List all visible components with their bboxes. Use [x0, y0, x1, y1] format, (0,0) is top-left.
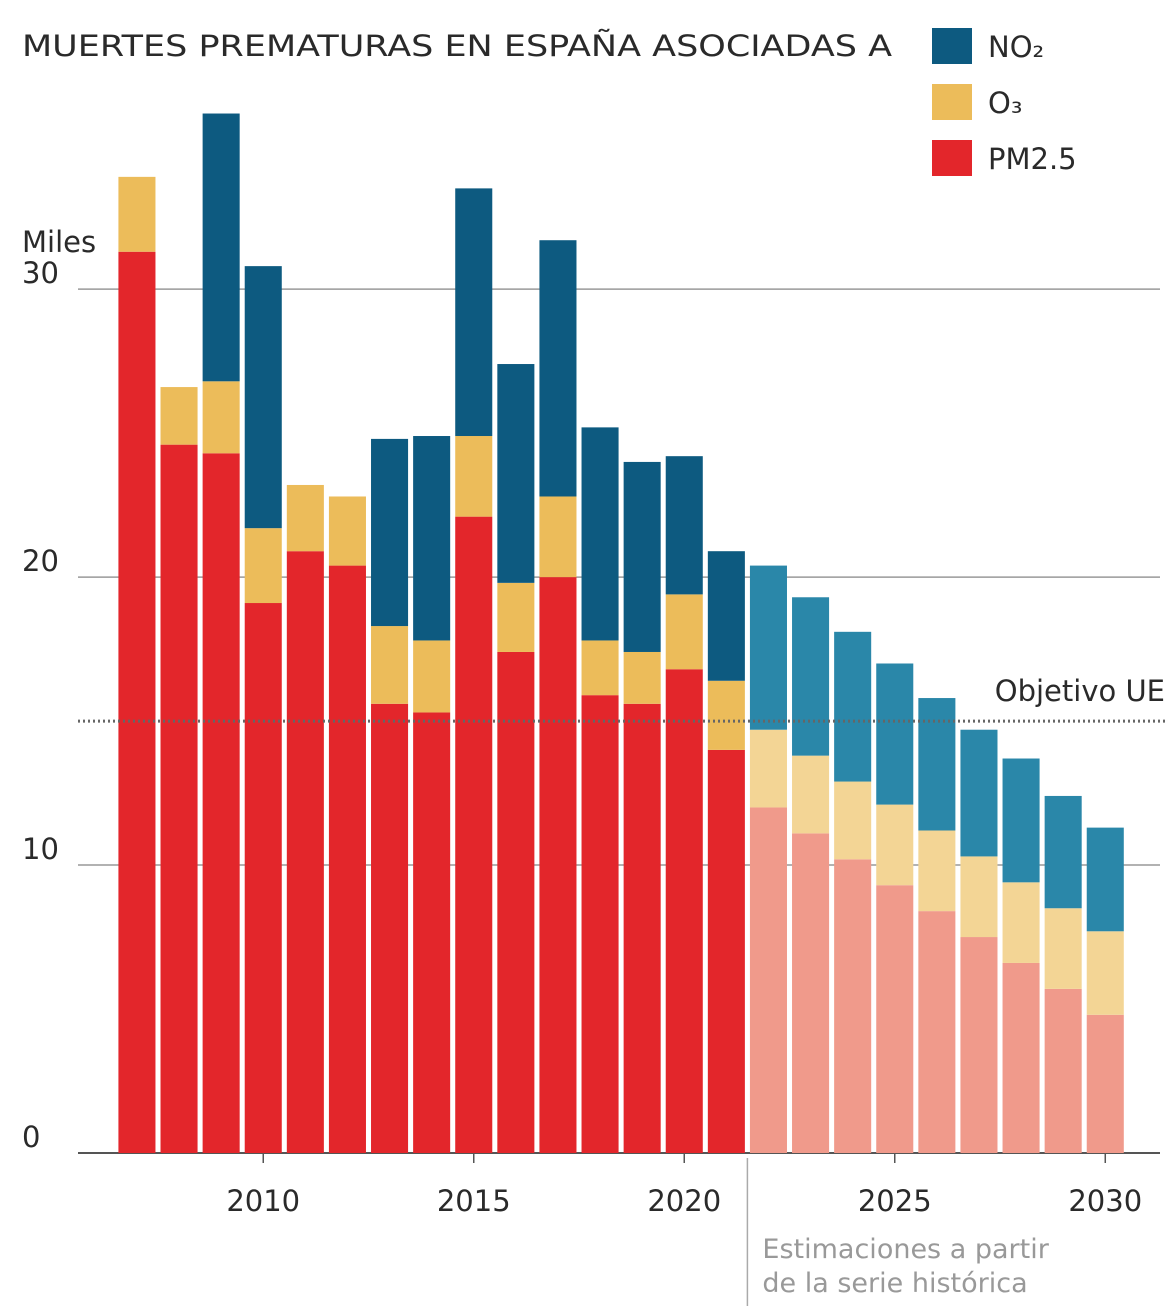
bar-segment — [749, 729, 787, 808]
bar-segment — [834, 859, 872, 1153]
bar-segment — [1002, 758, 1040, 883]
bar-segment — [413, 712, 451, 1153]
bar-segment — [749, 565, 787, 730]
bar-segment — [328, 496, 366, 566]
bar-segment — [792, 755, 830, 834]
bar-segment — [202, 453, 240, 1153]
bar-segment — [665, 594, 703, 670]
legend-swatch — [932, 28, 972, 64]
x-tick-label: 2020 — [647, 1184, 721, 1218]
bar-segment — [581, 695, 619, 1153]
bar-segment — [455, 436, 493, 517]
bar-segment — [286, 484, 324, 552]
legend-label: NO₂ — [988, 30, 1044, 64]
bar-segment — [707, 749, 745, 1153]
y-tick-label: 20 — [22, 544, 59, 578]
bar-segment — [834, 781, 872, 860]
y-tick-label: 30 — [22, 256, 59, 290]
y-tick-label: 0 — [22, 1120, 40, 1154]
x-tick-label: 2030 — [1068, 1184, 1142, 1218]
bar-segment — [960, 856, 998, 938]
bar-segment — [539, 240, 577, 497]
x-tick-label: 2010 — [226, 1184, 300, 1218]
bar-segment — [371, 626, 409, 704]
legend-label: O₃ — [988, 86, 1022, 120]
bar-segment — [1086, 1014, 1124, 1153]
bar-segment — [118, 176, 156, 252]
bar-segment — [244, 603, 282, 1153]
chart-title: MUERTES PREMATURAS EN ESPAÑA ASOCIADAS A — [22, 29, 892, 63]
bar-segment — [539, 496, 577, 578]
bar-segment — [202, 113, 240, 382]
bar-segment — [876, 663, 914, 805]
bar-segment — [371, 438, 409, 627]
bar-segment — [623, 461, 661, 652]
target-label: Objetivo UE — [995, 674, 1165, 708]
estimate-note: Estimaciones a partir — [762, 1234, 1049, 1265]
bar-segment — [455, 516, 493, 1153]
x-tick-label: 2015 — [437, 1184, 511, 1218]
y-tick-label: 10 — [22, 832, 59, 866]
bar-segment — [665, 669, 703, 1153]
y-axis-label: Miles — [22, 225, 96, 259]
legend-label: PM2.5 — [988, 142, 1077, 176]
bar-segment — [834, 631, 872, 782]
bar-segment — [960, 729, 998, 857]
bar-segment — [413, 436, 451, 641]
bar-segment — [581, 427, 619, 641]
bar-segment — [960, 937, 998, 1153]
bar-segment — [497, 651, 535, 1153]
bar-segment — [749, 807, 787, 1153]
bar-segment — [160, 444, 198, 1153]
bar-segment — [539, 577, 577, 1153]
bar-segment — [1002, 962, 1040, 1153]
bar-segment — [286, 551, 324, 1153]
bar-segment — [876, 804, 914, 886]
bar-segment — [1044, 795, 1082, 909]
bar-segment — [497, 364, 535, 583]
bar-segment — [1044, 908, 1082, 989]
bar-segment — [665, 456, 703, 595]
estimate-note: de la serie histórica — [762, 1268, 1027, 1299]
bar-segment — [707, 680, 745, 750]
bar-segment — [918, 830, 956, 912]
bar-segment — [876, 885, 914, 1153]
bar-segment — [497, 582, 535, 652]
bar-segment — [623, 703, 661, 1153]
bar-segment — [792, 597, 830, 756]
bar-segment — [792, 833, 830, 1153]
x-tick-label: 2025 — [858, 1184, 932, 1218]
legend-swatch — [932, 140, 972, 176]
bar-segment — [1086, 827, 1124, 932]
bar-segment — [202, 381, 240, 454]
bar-segment — [918, 698, 956, 831]
bar-segment — [918, 911, 956, 1153]
bar-segment — [1044, 988, 1082, 1153]
legend-swatch — [932, 84, 972, 120]
bar-segment — [244, 266, 282, 529]
bar-segment — [160, 387, 198, 445]
bar-segment — [623, 651, 661, 704]
bar-segment — [328, 565, 366, 1153]
bar-segment — [371, 703, 409, 1153]
bar-segment — [413, 640, 451, 713]
bar-segment — [455, 188, 493, 437]
bar-segment — [1002, 882, 1040, 963]
bar-segment — [1086, 931, 1124, 1015]
bar-segment — [118, 251, 156, 1153]
bar-segment — [581, 640, 619, 696]
bar-segment — [244, 528, 282, 604]
bar-segment — [707, 551, 745, 681]
